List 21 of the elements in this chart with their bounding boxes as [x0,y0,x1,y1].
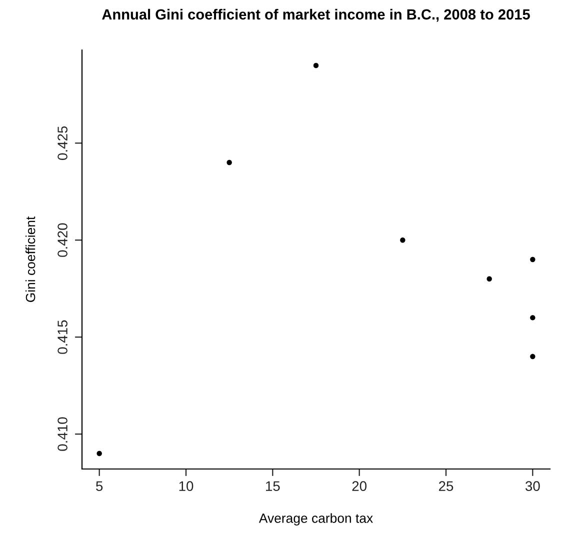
y-tick-label: 0.410 [58,417,68,451]
y-tick-label: 0.425 [58,126,68,160]
point [530,315,536,320]
y-tick-label: 0.415 [58,320,68,354]
point [313,62,319,68]
point [486,276,492,282]
point [96,450,102,456]
y-axis-title: Gini coefficient [26,216,36,302]
y-tick-label: 0.420 [58,223,68,257]
x-tick-label: 10 [179,481,194,492]
x-tick-label: 25 [438,481,454,492]
x-tick-label: 20 [352,481,367,492]
point [530,354,536,360]
x-tick-label: 5 [96,481,103,492]
x-tick-label: 15 [266,481,280,492]
point [400,238,406,243]
chart-title: Annual Gini coefficient of market income in B.C., 2008 to 2015 [102,8,530,22]
point [226,160,232,166]
point [530,256,536,262]
x-axis-title: Average carbon tax [258,513,373,526]
x-tick-label: 30 [525,481,540,492]
